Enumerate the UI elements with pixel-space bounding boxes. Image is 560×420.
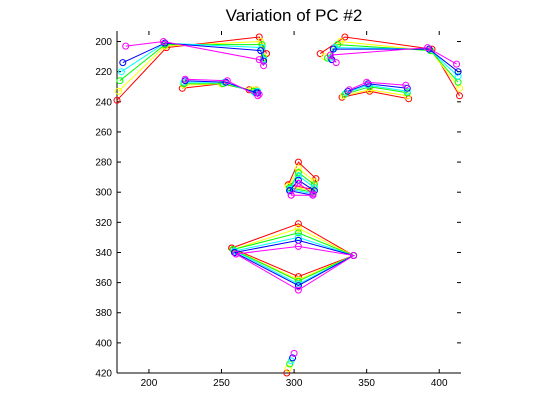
series-6-point — [294, 179, 302, 187]
series-6-point — [159, 38, 167, 45]
series-6-point — [255, 56, 263, 64]
series-5-point — [425, 45, 433, 53]
series-4-point — [294, 172, 302, 180]
series-6-line — [349, 81, 406, 91]
y-tick-label: 420 — [95, 369, 112, 380]
series-1-point — [456, 92, 463, 100]
series-1-point — [341, 33, 349, 41]
series-5-point — [222, 78, 230, 86]
series-6-point — [453, 60, 461, 68]
series-6-line — [235, 245, 355, 291]
y-tick-label: 240 — [95, 97, 112, 108]
series-6-point — [223, 77, 231, 85]
series-5-line — [331, 48, 459, 73]
axes-frame — [117, 31, 461, 373]
series-5-point — [119, 59, 127, 67]
y-tick-label: 320 — [95, 218, 112, 229]
series-6-point — [290, 349, 298, 357]
series-6-line — [290, 182, 314, 196]
y-tick-label: 260 — [95, 127, 112, 138]
series-6-point — [232, 250, 240, 258]
series-1-point — [283, 369, 291, 377]
ticks-layer: 200 250 300 350 400 200 220 240 260 280 300 320 340 3… — [95, 31, 461, 389]
series-3-point — [116, 77, 124, 85]
chart-title: Variation of PC #2 — [226, 6, 363, 25]
series-6-point — [294, 286, 302, 294]
series-6-line — [125, 40, 265, 66]
series-6-point — [122, 42, 130, 50]
series-5-point — [231, 249, 239, 256]
series-5-point — [454, 68, 462, 76]
y-tick-label: 280 — [95, 158, 112, 169]
series-6-line — [185, 78, 260, 97]
series-2-point — [294, 164, 302, 172]
y-tick-label: 220 — [95, 67, 112, 78]
y-tick-label: 400 — [95, 338, 112, 349]
series-5-point — [161, 39, 169, 47]
series-6-point — [181, 75, 189, 83]
series-5-point — [329, 45, 337, 53]
series-5-point — [294, 282, 302, 290]
y-tick-label: 340 — [95, 248, 112, 259]
series-2-point — [294, 224, 302, 232]
series-1-line — [116, 36, 267, 101]
series-5-point — [289, 354, 297, 362]
series-layer — [113, 33, 463, 377]
series-6-point — [294, 242, 302, 250]
series-5-point — [257, 47, 265, 55]
series-4-point — [117, 68, 125, 76]
series-6-point — [345, 86, 353, 94]
x-tick-label: 350 — [358, 378, 375, 389]
y-tick-label: 380 — [95, 308, 112, 319]
series-6-point — [254, 92, 262, 100]
series-6-point — [350, 252, 358, 259]
y-tick-label: 360 — [95, 278, 112, 289]
x-tick-label: 250 — [213, 378, 230, 389]
series-5-line — [347, 83, 408, 92]
series-1-point — [255, 33, 263, 41]
series-6-point — [255, 90, 263, 98]
series-2-point — [115, 87, 122, 95]
y-tick-label: 300 — [95, 188, 112, 199]
series-2-line — [324, 40, 460, 89]
series-4-point — [454, 72, 462, 80]
x-tick-label: 400 — [431, 378, 448, 389]
series-6-point — [260, 62, 268, 70]
series-6-line — [329, 47, 457, 65]
series-6-point — [287, 191, 295, 199]
y-tick-label: 200 — [95, 37, 112, 48]
series-4-point — [331, 44, 339, 52]
series-3-point — [294, 229, 302, 237]
series-1-point — [294, 220, 302, 228]
series-6-point — [309, 191, 317, 199]
series-5-point — [286, 187, 294, 195]
plot-area: 200 250 300 350 400 200 220 240 260 280 300 320 340 3… — [95, 31, 463, 389]
series-6-point — [332, 59, 340, 67]
series-5-point — [344, 87, 352, 95]
x-tick-label: 200 — [141, 378, 158, 389]
series-6 — [122, 38, 461, 357]
series-6-point — [424, 44, 432, 52]
series-1-point — [113, 96, 121, 104]
series-5-point — [364, 80, 372, 88]
series-4-line — [121, 42, 265, 73]
series-6-point — [402, 81, 410, 89]
series-6-point — [363, 78, 371, 86]
series-1-line — [341, 90, 409, 100]
series-6-point — [326, 51, 334, 59]
series-5-line — [122, 42, 265, 64]
x-tick-label: 300 — [286, 378, 303, 389]
series-2-point — [284, 365, 292, 372]
